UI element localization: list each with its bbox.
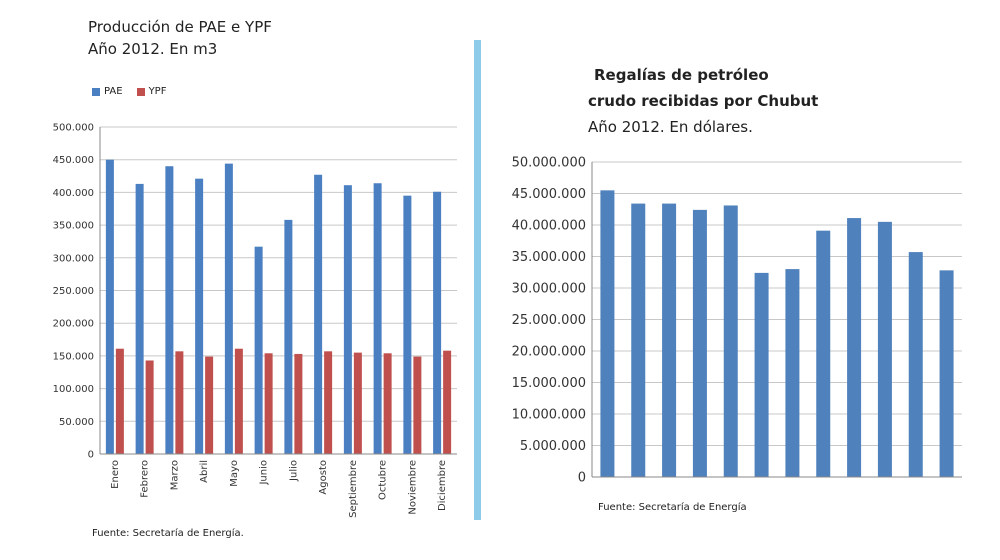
y-tick-label: 40.000.000 xyxy=(512,219,586,234)
y-tick-label: 50.000.000 xyxy=(512,156,586,171)
bar-pae xyxy=(314,174,323,454)
bar-pae xyxy=(373,183,382,454)
y-tick-label: 150.000 xyxy=(53,351,94,362)
y-tick-label: 15.000.000 xyxy=(512,376,586,391)
x-tick-label: Septiembre xyxy=(348,460,359,518)
bar-pae xyxy=(195,178,204,454)
bar-ypf xyxy=(145,360,154,454)
bar-royalties xyxy=(816,230,831,477)
y-tick-label: 20.000.000 xyxy=(512,345,586,360)
bar-ypf xyxy=(205,356,214,454)
legend-item-pae: PAE xyxy=(92,86,123,97)
bar-pae xyxy=(343,185,352,454)
y-tick-label: 45.000.000 xyxy=(512,187,586,202)
chart-title: Producción de PAE e YPF xyxy=(88,18,272,36)
legend-item-ypf: YPF xyxy=(136,86,167,97)
bar-royalties xyxy=(877,221,892,477)
bar-pae xyxy=(254,246,263,454)
y-tick-label: 30.000.000 xyxy=(512,282,586,297)
bar-royalties xyxy=(600,190,615,477)
bar-ypf xyxy=(353,352,362,454)
chart-title-line2: crudo recibidas por Chubut xyxy=(588,92,819,110)
bar-ypf xyxy=(294,353,303,454)
chart-subtitle: Año 2012. En dólares. xyxy=(588,118,753,136)
legend-swatch-ypf xyxy=(136,87,145,96)
bar-royalties xyxy=(939,270,954,477)
x-tick-label: Enero xyxy=(110,460,121,489)
bar-pae xyxy=(403,195,412,455)
x-tick-label: Junio xyxy=(259,460,270,486)
y-tick-label: 10.000.000 xyxy=(512,408,586,423)
bar-ypf xyxy=(264,353,273,454)
y-tick-label: 25.000.000 xyxy=(512,313,586,328)
bar-royalties xyxy=(754,272,769,477)
y-tick-label: 35.000.000 xyxy=(512,250,586,265)
bar-pae xyxy=(284,219,293,454)
x-tick-label: Julio xyxy=(288,460,299,482)
chart-title-line1: Regalías de petróleo xyxy=(594,66,769,84)
x-tick-label: Febrero xyxy=(140,460,151,498)
y-tick-label: 0 xyxy=(578,471,586,486)
pae-ypf-chart-panel: Producción de PAE e YPF Año 2012. En m3 … xyxy=(0,0,470,560)
x-tick-label: Diciembre xyxy=(437,460,448,511)
bar-ypf xyxy=(324,351,333,454)
bar-royalties xyxy=(723,205,738,477)
x-tick-label: Mayo xyxy=(229,460,240,487)
legend: PAE YPF xyxy=(92,86,166,97)
y-tick-label: 0 xyxy=(88,450,94,461)
y-tick-label: 50.000 xyxy=(59,417,94,428)
y-tick-label: 250.000 xyxy=(53,286,94,297)
y-tick-label: 400.000 xyxy=(53,188,94,199)
y-tick-label: 5.000.000 xyxy=(520,439,586,454)
bar-ypf xyxy=(443,350,452,454)
chart-source: Fuente: Secretaría de Energía xyxy=(598,502,747,513)
chart-source: Fuente: Secretaría de Energía. xyxy=(92,528,244,539)
bar-royalties xyxy=(908,252,923,477)
y-tick-label: 300.000 xyxy=(53,253,94,264)
y-tick-label: 500.000 xyxy=(53,123,94,134)
y-tick-label: 100.000 xyxy=(53,384,94,395)
bar-ypf xyxy=(383,353,392,454)
royalties-chart-panel: Regalías de petróleo crudo recibidas por… xyxy=(478,0,1000,560)
x-tick-label: Abril xyxy=(199,460,210,483)
y-tick-label: 350.000 xyxy=(53,221,94,232)
bar-ypf xyxy=(175,351,184,454)
bar-pae xyxy=(165,166,174,455)
bar-royalties xyxy=(631,203,646,477)
bar-pae xyxy=(433,191,442,454)
legend-label-pae: PAE xyxy=(104,86,123,97)
x-tick-label: Noviembre xyxy=(407,460,418,515)
divider xyxy=(474,40,481,520)
x-tick-label: Agosto xyxy=(318,460,329,495)
bar-royalties xyxy=(847,218,862,477)
x-tick-label: Octubre xyxy=(378,460,389,500)
legend-label-ypf: YPF xyxy=(148,86,167,97)
bar-pae xyxy=(105,159,114,454)
bar-ypf xyxy=(413,356,422,454)
bar-royalties xyxy=(692,209,707,477)
bar-ypf xyxy=(234,348,243,454)
y-tick-label: 200.000 xyxy=(53,319,94,330)
chart-subtitle: Año 2012. En m3 xyxy=(88,40,218,58)
x-tick-label: Marzo xyxy=(169,460,180,490)
bar-pae xyxy=(135,183,144,454)
bar-pae xyxy=(224,163,233,454)
bar-royalties xyxy=(785,269,800,477)
legend-swatch-pae xyxy=(92,87,100,96)
bar-royalties xyxy=(662,203,677,477)
bar-ypf xyxy=(115,348,124,454)
y-tick-label: 450.000 xyxy=(53,155,94,166)
